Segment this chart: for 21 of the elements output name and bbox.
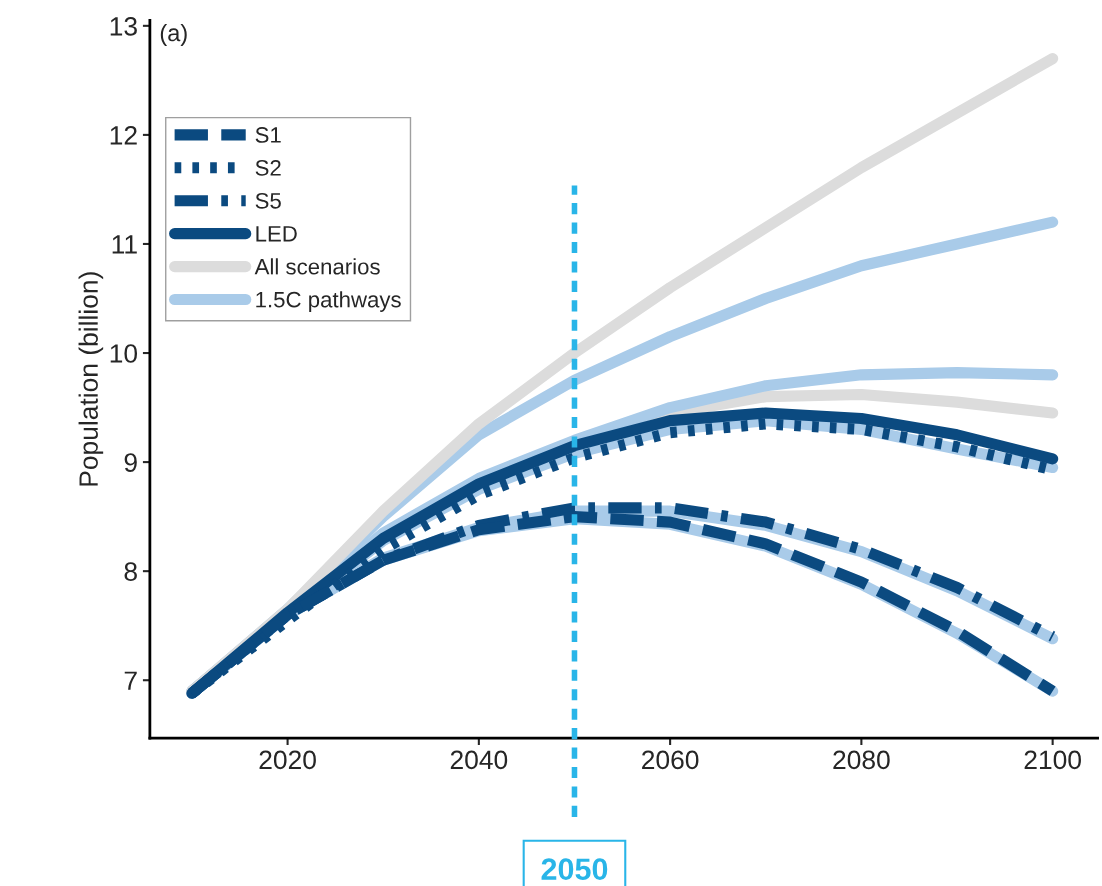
x-tick-label: 2060: [642, 750, 699, 770]
y-tick-label: 11: [112, 235, 137, 254]
y-tick-label: 9: [124, 453, 137, 472]
x-tick-label: 2040: [450, 750, 508, 770]
y-tick-label: 12: [110, 126, 137, 145]
legend-label: S2: [255, 160, 281, 176]
legend-label: S5: [255, 192, 281, 209]
legend-label: LED: [256, 226, 297, 242]
annotation: (a): [160, 23, 187, 46]
y-tick-label: 7: [124, 671, 137, 690]
legend-label: 1.5C pathways: [256, 291, 401, 312]
y-tick-label: 8: [124, 562, 137, 581]
x-tick-label: 2080: [833, 750, 890, 770]
y-tick-label: 10: [110, 344, 138, 363]
y-tick-label: 13: [110, 16, 137, 36]
x-tick-label: 2100: [1024, 750, 1081, 770]
legend-label: S1: [255, 127, 281, 143]
x-tick-label: 2020: [259, 750, 316, 770]
legend-label: All scenarios: [254, 258, 380, 275]
y-axis-title: Population (billion): [78, 272, 104, 486]
ref-line-label: 2050: [541, 858, 608, 880]
